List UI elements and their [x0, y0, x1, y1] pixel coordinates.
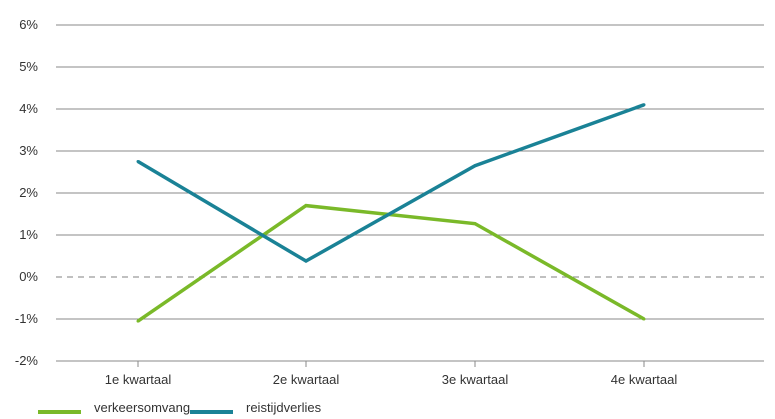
y-tick-label: 2%: [19, 185, 38, 200]
legend-label-verkeersomvang: verkeersomvang: [94, 400, 190, 415]
x-tick-label: 4e kwartaal: [611, 372, 678, 387]
y-tick-label: -1%: [15, 311, 39, 326]
gridlines: [56, 24, 764, 362]
data-point-verkeersomvang: [473, 222, 477, 226]
series-line-verkeersomvang: [137, 203, 645, 323]
x-tick-label: 1e kwartaal: [105, 372, 172, 387]
data-point-verkeersomvang: [304, 204, 308, 208]
data-point-reistijdverlies: [304, 259, 308, 263]
y-tick-label: -2%: [15, 353, 39, 368]
legend: verkeersomvang reistijdverlies: [38, 400, 322, 415]
y-tick-label: 3%: [19, 143, 38, 158]
x-tick-label: 3e kwartaal: [442, 372, 509, 387]
data-point-verkeersomvang: [136, 319, 140, 323]
y-tick-label: 4%: [19, 101, 38, 116]
y-tick-label: 5%: [19, 59, 38, 74]
series-line-reistijdverlies: [137, 103, 645, 264]
x-tick-label: 2e kwartaal: [273, 372, 340, 387]
data-point-reistijdverlies: [642, 103, 646, 107]
y-axis-ticks: -2% -1% 0% 1% 2% 3% 4% 5% 6%: [15, 17, 39, 368]
data-point-reistijdverlies: [473, 164, 477, 168]
data-point-verkeersomvang: [642, 317, 646, 321]
y-tick-label: 1%: [19, 227, 38, 242]
data-point-reistijdverlies: [136, 160, 140, 163]
x-axis-ticks: 1e kwartaal 2e kwartaal 3e kwartaal 4e kwar…: [105, 361, 678, 387]
legend-label-reistijdverlies: reistijdverlies: [246, 400, 322, 415]
series-lines: [136, 103, 646, 323]
y-tick-label: 6%: [19, 17, 38, 32]
y-tick-label: 0%: [19, 269, 38, 284]
